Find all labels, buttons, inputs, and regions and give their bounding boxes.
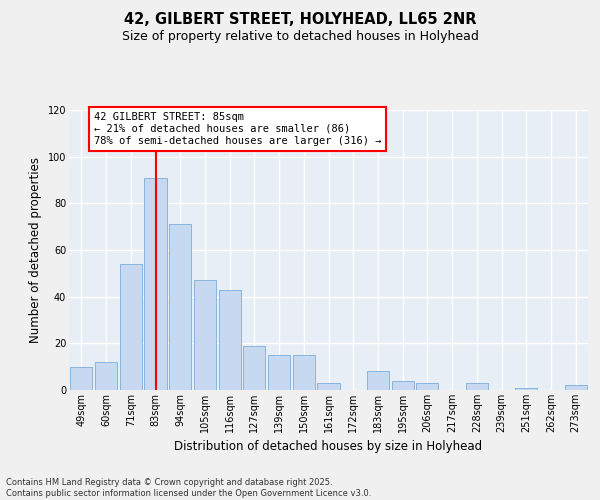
Bar — [268, 355, 290, 390]
Text: 42, GILBERT STREET, HOLYHEAD, LL65 2NR: 42, GILBERT STREET, HOLYHEAD, LL65 2NR — [124, 12, 476, 28]
X-axis label: Distribution of detached houses by size in Holyhead: Distribution of detached houses by size … — [175, 440, 482, 454]
Text: 42 GILBERT STREET: 85sqm
← 21% of detached houses are smaller (86)
78% of semi-d: 42 GILBERT STREET: 85sqm ← 21% of detach… — [94, 112, 381, 146]
Bar — [416, 383, 439, 390]
Bar — [119, 264, 142, 390]
Bar — [565, 386, 587, 390]
Bar — [515, 388, 538, 390]
Bar — [95, 362, 117, 390]
Bar — [293, 355, 315, 390]
Text: Size of property relative to detached houses in Holyhead: Size of property relative to detached ho… — [122, 30, 478, 43]
Bar — [145, 178, 167, 390]
Bar — [194, 280, 216, 390]
Bar — [243, 346, 265, 390]
Bar — [367, 372, 389, 390]
Text: Contains HM Land Registry data © Crown copyright and database right 2025.
Contai: Contains HM Land Registry data © Crown c… — [6, 478, 371, 498]
Bar — [70, 366, 92, 390]
Bar — [317, 383, 340, 390]
Bar — [392, 380, 414, 390]
Y-axis label: Number of detached properties: Number of detached properties — [29, 157, 42, 343]
Bar — [466, 383, 488, 390]
Bar — [169, 224, 191, 390]
Bar — [218, 290, 241, 390]
